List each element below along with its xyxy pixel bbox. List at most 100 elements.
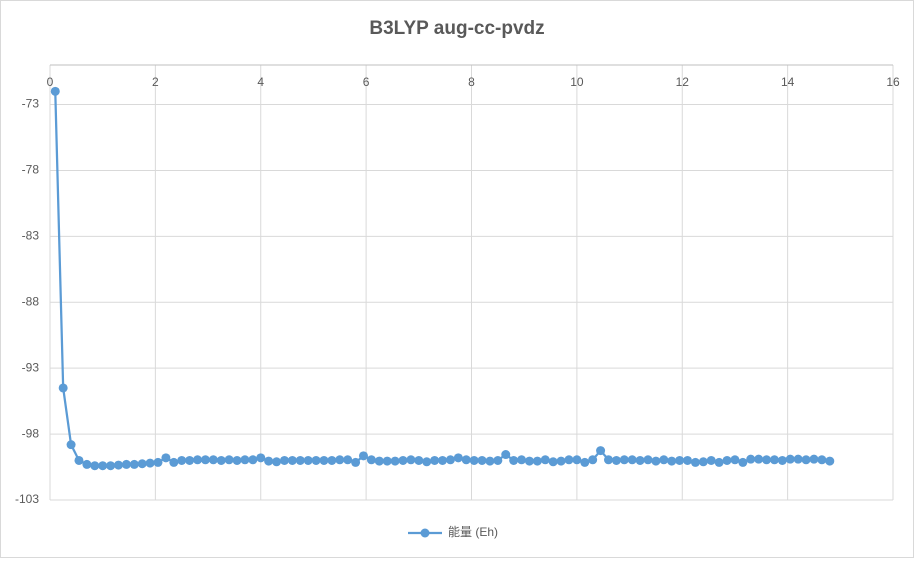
- data-point: [106, 461, 116, 471]
- data-point: [801, 455, 811, 465]
- data-point: [453, 453, 463, 463]
- data-point: [627, 455, 637, 465]
- data-point: [651, 456, 661, 466]
- data-point: [422, 457, 432, 467]
- data-point: [809, 454, 819, 464]
- data-point: [185, 455, 195, 465]
- data-point: [461, 455, 471, 465]
- data-point: [564, 455, 574, 465]
- legend-label: 能量 (Eh): [448, 525, 498, 539]
- data-point: [785, 454, 795, 464]
- data-point: [208, 455, 218, 465]
- data-point: [548, 457, 558, 467]
- data-point: [438, 455, 448, 465]
- x-tick-label: 8: [468, 75, 475, 89]
- y-tick-label: -98: [22, 426, 40, 440]
- data-point: [58, 383, 68, 393]
- data-point: [414, 455, 424, 465]
- data-point: [327, 455, 337, 465]
- data-point: [501, 450, 511, 460]
- data-point: [825, 456, 835, 466]
- data-point: [90, 461, 100, 471]
- data-point: [445, 455, 455, 465]
- x-tick-label: 14: [781, 75, 795, 89]
- data-point: [817, 455, 827, 465]
- y-tick-label: -73: [22, 97, 40, 111]
- data-point: [193, 455, 203, 465]
- data-point: [248, 455, 258, 465]
- data-point: [698, 457, 708, 467]
- data-point: [493, 455, 503, 465]
- x-tick-label: 4: [257, 75, 264, 89]
- data-point: [224, 455, 234, 465]
- y-tick-label: -88: [22, 294, 40, 308]
- data-point: [390, 456, 400, 466]
- data-point: [635, 455, 645, 465]
- data-point: [722, 455, 732, 465]
- data-point: [50, 86, 60, 96]
- data-point: [730, 455, 740, 465]
- data-point: [556, 456, 566, 466]
- data-point: [240, 455, 250, 465]
- data-point: [216, 455, 226, 465]
- data-point: [572, 455, 582, 465]
- data-point: [366, 455, 376, 465]
- x-tick-label: 16: [886, 75, 900, 89]
- data-point: [295, 455, 305, 465]
- data-point: [161, 453, 171, 463]
- data-point: [659, 455, 669, 465]
- data-point: [683, 455, 693, 465]
- data-point: [469, 455, 479, 465]
- data-point: [374, 456, 384, 466]
- data-point: [738, 457, 748, 467]
- data-point: [311, 455, 321, 465]
- data-point: [145, 458, 155, 468]
- data-point: [343, 455, 353, 465]
- data-point: [200, 455, 210, 465]
- data-point: [66, 440, 76, 450]
- data-point: [509, 455, 519, 465]
- data-point: [279, 455, 289, 465]
- y-tick-label: -83: [22, 229, 40, 243]
- data-point: [714, 457, 724, 467]
- data-point: [762, 455, 772, 465]
- data-point: [793, 454, 803, 464]
- data-point: [477, 455, 487, 465]
- data-point: [382, 456, 392, 466]
- data-point: [406, 455, 416, 465]
- data-point: [98, 461, 108, 471]
- data-point: [485, 456, 495, 466]
- x-tick-label: 2: [152, 75, 159, 89]
- data-point: [82, 459, 92, 469]
- data-point: [398, 455, 408, 465]
- data-point: [153, 457, 163, 467]
- x-tick-label: 12: [676, 75, 690, 89]
- data-point: [611, 455, 621, 465]
- data-point: [335, 455, 345, 465]
- data-point: [777, 455, 787, 465]
- data-point: [169, 457, 179, 467]
- data-point: [319, 455, 329, 465]
- data-point: [667, 456, 677, 466]
- data-point: [675, 455, 685, 465]
- data-point: [137, 459, 147, 469]
- data-point: [588, 455, 598, 465]
- y-tick-label: -78: [22, 163, 40, 177]
- data-point: [580, 457, 590, 467]
- y-tick-label: -93: [22, 360, 40, 374]
- chart-title: B3LYP aug-cc-pvdz: [369, 18, 544, 39]
- data-point: [769, 455, 779, 465]
- data-point: [256, 453, 266, 463]
- data-point: [524, 456, 534, 466]
- data-point: [303, 455, 313, 465]
- data-point: [358, 451, 368, 461]
- data-point: [129, 459, 139, 469]
- data-point: [517, 455, 527, 465]
- data-point: [746, 454, 756, 464]
- data-point: [287, 455, 297, 465]
- data-point: [690, 457, 700, 467]
- data-point: [540, 455, 550, 465]
